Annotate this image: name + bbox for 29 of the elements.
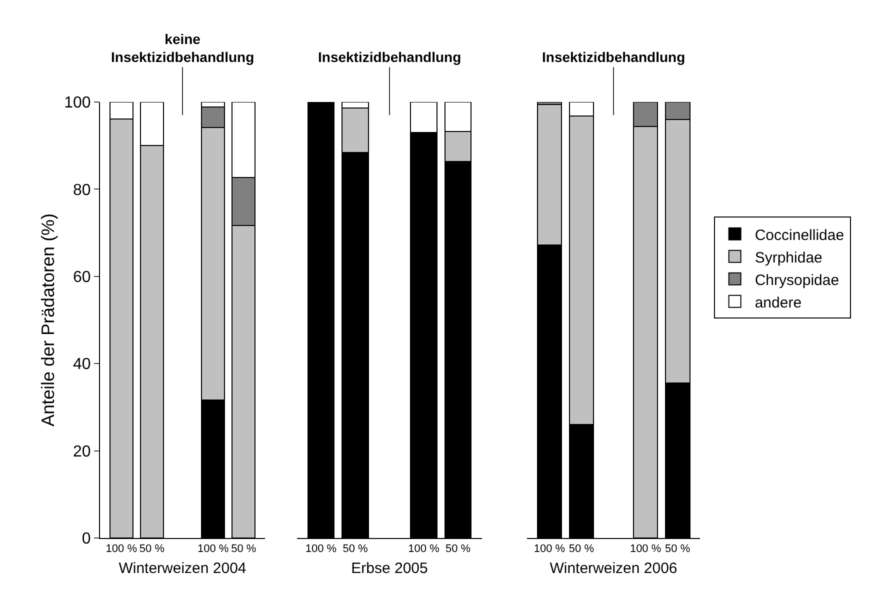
x-tick-label: 50 %: [139, 543, 165, 556]
x-axis-title: Winterweizen 2004: [118, 560, 246, 578]
x-axis-title: Erbse 2005: [351, 560, 428, 578]
text: Insektizidbehandlung: [542, 49, 686, 65]
legend-label: andere: [754, 294, 802, 312]
x-tick-label: 100 %: [408, 543, 440, 556]
x-tick-label: 50 %: [568, 543, 594, 556]
y-tick-label: 40: [73, 356, 91, 374]
y-axis-title: Anteile der Prädatoren (%): [38, 213, 58, 427]
y-tick-label: 100: [64, 94, 91, 112]
x-tick-label: 100 %: [106, 543, 138, 556]
y-tick-label: 20: [73, 443, 91, 460]
y-tick-label: 60: [73, 269, 91, 286]
text: Insektizidbehandlung: [318, 49, 462, 65]
x-tick-label: 50 %: [342, 543, 368, 556]
x-tick-label: 100 %: [305, 543, 337, 556]
legend-label: Coccinellidae: [754, 226, 844, 244]
x-axis-title: Winterweizen 2006: [550, 560, 678, 578]
x-tick-label: 100 %: [197, 543, 229, 556]
y-tick-label: 80: [73, 182, 91, 199]
x-tick-label: 50 %: [231, 543, 256, 556]
legend-label: Syrphidae: [754, 249, 822, 266]
legend-label: Chrysopidae: [754, 272, 840, 289]
x-tick-label: 50 %: [665, 543, 690, 556]
x-tick-label: 100 %: [534, 543, 566, 556]
x-tick-label: 50 %: [445, 543, 471, 556]
text: keine Insektizidbehandlung: [111, 31, 254, 66]
x-tick-label: 100 %: [630, 543, 662, 556]
y-tick-label: 0: [82, 530, 91, 548]
